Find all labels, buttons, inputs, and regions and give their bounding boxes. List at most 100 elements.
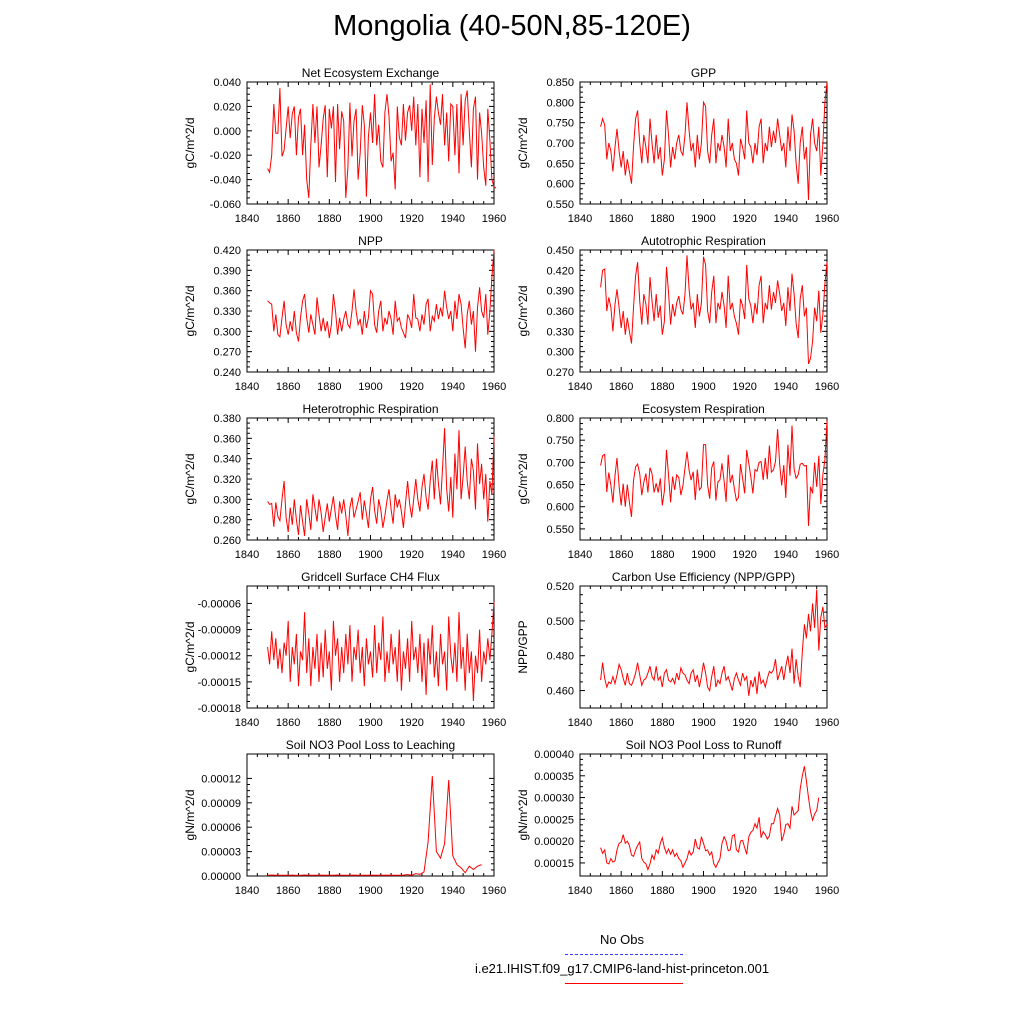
- plot-frame: [579, 585, 828, 709]
- chart-title: Autotrophic Respiration: [641, 234, 766, 248]
- x-tick-label: 1960: [482, 717, 506, 729]
- x-tick-label: 1920: [732, 885, 756, 897]
- y-tick-label: 0.240: [213, 367, 241, 379]
- x-tick-label: 1900: [358, 213, 382, 225]
- x-tick-label: 1900: [358, 885, 382, 897]
- x-tick-label: 1920: [399, 549, 423, 561]
- y-tick-label: 0.270: [546, 367, 574, 379]
- x-tick-label: 1920: [732, 549, 756, 561]
- x-tick-label: 1880: [650, 717, 674, 729]
- x-tick-label: 1840: [235, 213, 259, 225]
- chart-title: Soil NO3 Pool Loss to Leaching: [286, 738, 455, 752]
- x-tick-label: 1920: [399, 717, 423, 729]
- y-tick-label: 0.300: [213, 494, 241, 506]
- legend-model-label: i.e21.IHIST.f09_g17.CMIP6-land-hist-prin…: [474, 961, 770, 976]
- x-tick-label: 1960: [482, 213, 506, 225]
- plot-frame: [246, 753, 495, 877]
- y-tick-label: 0.550: [546, 199, 574, 211]
- y-tick-label: 0.420: [213, 245, 241, 257]
- x-tick-label: 1940: [441, 381, 465, 393]
- figure-title: Mongolia (40-50N,85-120E): [333, 10, 691, 42]
- chart-panel-4: Autotrophic Respiration 1840 1860 1880 1900 1…: [516, 234, 839, 393]
- x-tick-label: 1860: [609, 549, 633, 561]
- y-tick-label: 0.800: [546, 413, 574, 425]
- y-axis-label: gC/m^2/d: [516, 454, 530, 505]
- x-tick-label: 1880: [317, 549, 341, 561]
- x-tick-label: 1880: [317, 213, 341, 225]
- y-tick-label: 0.330: [213, 306, 241, 318]
- series-line: [600, 766, 820, 871]
- x-tick-label: 1840: [568, 717, 592, 729]
- y-tick-label: 0.750: [546, 435, 574, 447]
- y-tick-label: 0.000: [213, 126, 241, 138]
- chart-panel-6: Ecosystem Respiration 1840 1860 1880 1900 192…: [516, 402, 839, 561]
- y-tick-label: 0.460: [546, 686, 574, 698]
- chart-title: Soil NO3 Pool Loss to Runoff: [626, 738, 783, 752]
- y-tick-label: 0.700: [546, 457, 574, 469]
- x-tick-label: 1920: [732, 213, 756, 225]
- x-tick-label: 1920: [399, 381, 423, 393]
- y-tick-label: 0.320: [213, 474, 241, 486]
- y-tick-label: 0.00035: [534, 771, 574, 783]
- x-tick-label: 1920: [399, 213, 423, 225]
- x-tick-label: 1880: [317, 885, 341, 897]
- x-tick-label: 1840: [568, 381, 592, 393]
- y-axis-label: gC/m^2/d: [183, 118, 197, 169]
- y-tick-label: -0.060: [210, 199, 241, 211]
- y-tick-label: -0.020: [210, 150, 241, 162]
- y-tick-label: 0.650: [546, 158, 574, 170]
- y-tick-label: -0.00012: [198, 651, 241, 663]
- plot-frame: [579, 417, 828, 541]
- y-axis-label: gC/m^2/d: [183, 622, 197, 673]
- y-tick-label: 0.850: [546, 77, 574, 89]
- x-tick-label: 1960: [815, 885, 839, 897]
- series-line: [267, 601, 495, 702]
- x-tick-label: 1840: [235, 717, 259, 729]
- x-tick-label: 1940: [774, 885, 798, 897]
- x-tick-label: 1880: [650, 885, 674, 897]
- chart-title: NPP: [358, 234, 383, 248]
- x-tick-label: 1880: [650, 381, 674, 393]
- x-tick-label: 1840: [235, 381, 259, 393]
- x-tick-label: 1880: [650, 549, 674, 561]
- y-tick-label: -0.00015: [198, 677, 241, 689]
- x-tick-label: 1940: [441, 885, 465, 897]
- series-line: [600, 420, 828, 526]
- x-tick-label: 1940: [774, 213, 798, 225]
- plot-frame: [246, 249, 495, 373]
- y-axis-label: gC/m^2/d: [516, 118, 530, 169]
- y-tick-label: 0.00012: [201, 773, 241, 785]
- chart-title: Heterotrophic Respiration: [302, 402, 438, 416]
- y-tick-label: 0.390: [546, 286, 574, 298]
- x-tick-label: 1860: [276, 717, 300, 729]
- legend-obs-label: No Obs: [599, 932, 645, 947]
- x-tick-label: 1840: [568, 213, 592, 225]
- y-tick-label: 0.600: [546, 179, 574, 191]
- x-tick-label: 1860: [276, 381, 300, 393]
- y-tick-label: 0.00009: [201, 798, 241, 810]
- x-tick-label: 1940: [774, 549, 798, 561]
- series-line: [267, 249, 495, 352]
- chart-panel-5: Heterotrophic Respiration 1840 1860 1880 190…: [183, 402, 506, 561]
- x-tick-label: 1960: [815, 381, 839, 393]
- series-line: [267, 775, 482, 876]
- series-line: [267, 84, 497, 198]
- x-tick-label: 1940: [441, 717, 465, 729]
- y-tick-label: 0.420: [546, 265, 574, 277]
- y-tick-label: 0.360: [213, 433, 241, 445]
- x-tick-label: 1900: [358, 381, 382, 393]
- x-tick-label: 1960: [482, 381, 506, 393]
- x-tick-label: 1940: [441, 549, 465, 561]
- y-tick-label: 0.270: [213, 347, 241, 359]
- x-tick-label: 1920: [732, 717, 756, 729]
- y-tick-label: 0.00025: [534, 814, 574, 826]
- x-tick-label: 1880: [650, 213, 674, 225]
- x-tick-label: 1860: [609, 213, 633, 225]
- y-tick-label: -0.00009: [198, 625, 241, 637]
- x-tick-label: 1880: [317, 381, 341, 393]
- x-tick-label: 1940: [774, 381, 798, 393]
- y-tick-label: 0.650: [546, 480, 574, 492]
- series-line: [600, 255, 828, 365]
- chart-title: Net Ecosystem Exchange: [302, 66, 440, 80]
